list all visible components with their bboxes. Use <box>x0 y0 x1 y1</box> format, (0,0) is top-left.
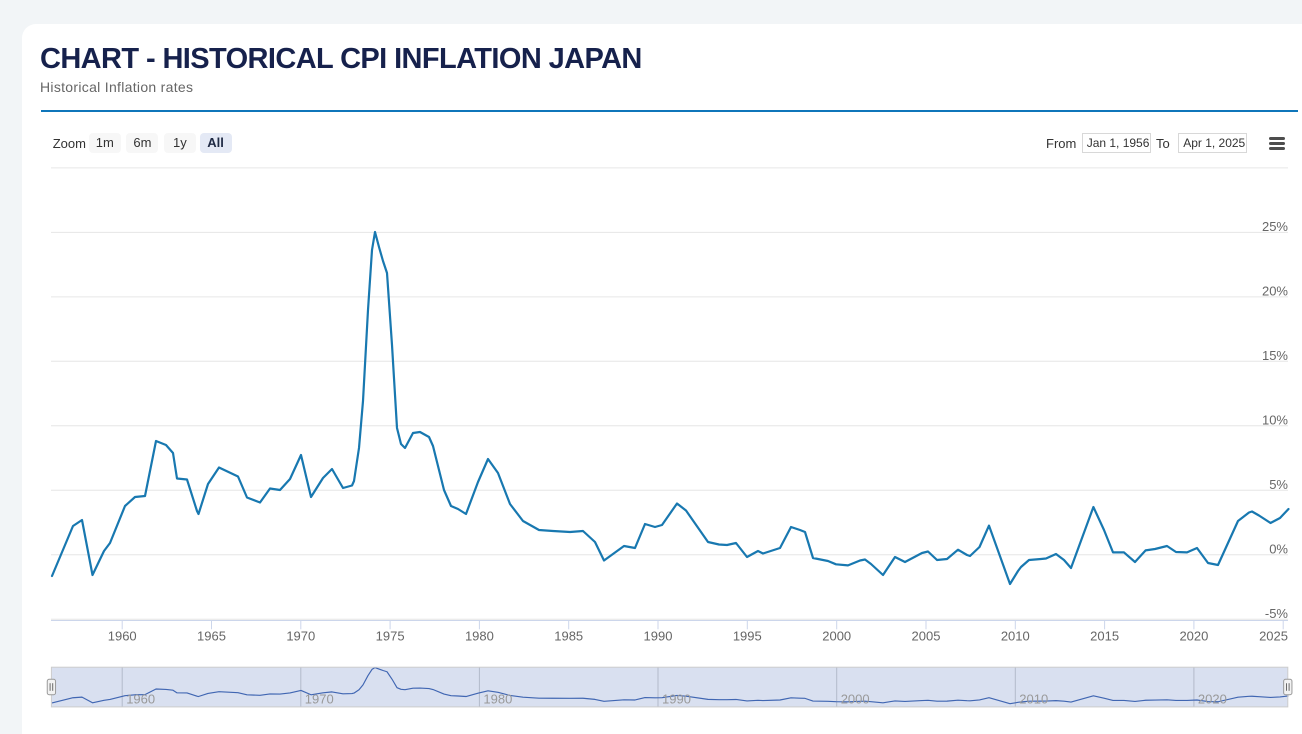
svg-text:10%: 10% <box>1262 412 1288 427</box>
svg-text:2015: 2015 <box>1090 629 1119 644</box>
svg-text:20%: 20% <box>1262 283 1288 298</box>
svg-text:1985: 1985 <box>554 629 583 644</box>
svg-text:1960: 1960 <box>126 691 155 706</box>
svg-text:1980: 1980 <box>483 691 512 706</box>
svg-text:1965: 1965 <box>197 629 226 644</box>
svg-text:-5%: -5% <box>1265 606 1289 621</box>
svg-text:5%: 5% <box>1269 477 1288 492</box>
svg-text:2010: 2010 <box>1001 629 1030 644</box>
svg-text:1960: 1960 <box>108 629 137 644</box>
svg-text:1970: 1970 <box>305 691 334 706</box>
svg-text:1980: 1980 <box>465 629 494 644</box>
svg-text:2020: 2020 <box>1179 629 1208 644</box>
svg-text:2010: 2010 <box>1019 691 1048 706</box>
svg-text:1990: 1990 <box>644 629 673 644</box>
svg-text:1970: 1970 <box>286 629 315 644</box>
svg-text:2000: 2000 <box>841 691 870 706</box>
svg-text:1990: 1990 <box>662 691 691 706</box>
svg-text:2025: 2025 <box>1259 629 1288 644</box>
svg-text:2000: 2000 <box>822 629 851 644</box>
svg-text:2020: 2020 <box>1198 691 1227 706</box>
svg-text:1975: 1975 <box>376 629 405 644</box>
svg-text:0%: 0% <box>1269 541 1288 556</box>
svg-text:15%: 15% <box>1262 348 1288 363</box>
svg-text:1995: 1995 <box>733 629 762 644</box>
svg-text:2005: 2005 <box>912 629 941 644</box>
svg-text:25%: 25% <box>1262 219 1288 234</box>
